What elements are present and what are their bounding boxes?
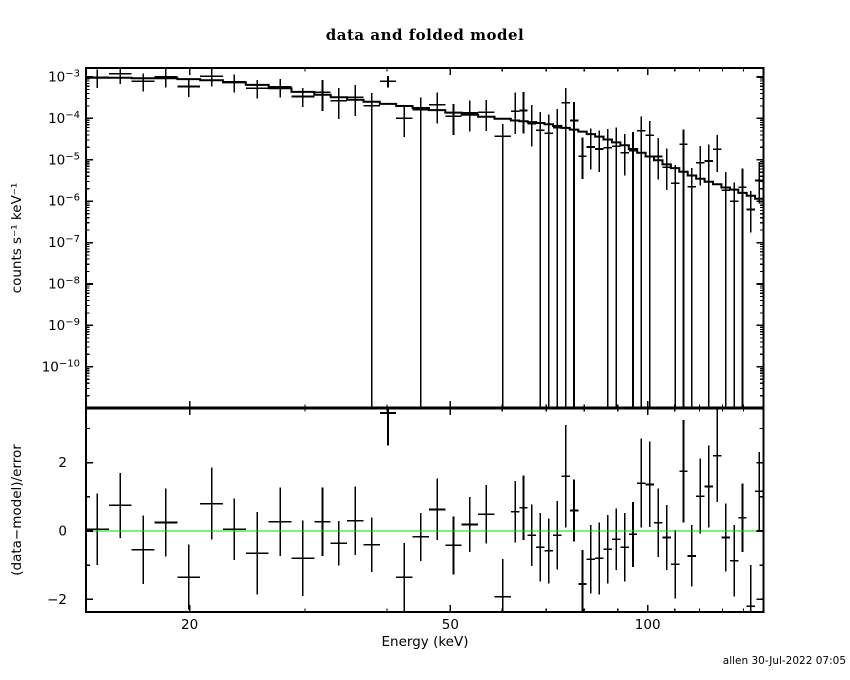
timestamp-label: allen 30-Jul-2022 07:05: [722, 655, 846, 667]
residual-tick-label: −2: [47, 592, 67, 608]
y-tick-label: 10−4: [48, 110, 80, 127]
plot-title: data and folded model: [325, 26, 525, 44]
x-tick-label: 50: [442, 617, 459, 633]
y-tick-label: 10−10: [42, 358, 80, 375]
y-tick-label: 10−3: [48, 69, 80, 86]
residual-tick-label: 0: [58, 524, 67, 540]
x-axis-label-energy: Energy (keV): [381, 634, 469, 650]
y-tick-label: 10−7: [48, 234, 80, 251]
bottom-panel-frame: [85, 407, 765, 613]
y-tick-label: 10−5: [48, 151, 80, 168]
y-tick-label: 10−6: [48, 193, 80, 210]
top-panel-frame: [85, 67, 765, 409]
x-tick-label: 20: [181, 617, 198, 633]
y-tick-label: 10−8: [48, 276, 80, 293]
y-tick-label: 10−9: [48, 317, 80, 334]
folded-model-curve: [86, 76, 764, 200]
x-tick-label: 100: [635, 617, 661, 633]
residual-tick-label: 2: [58, 455, 67, 471]
